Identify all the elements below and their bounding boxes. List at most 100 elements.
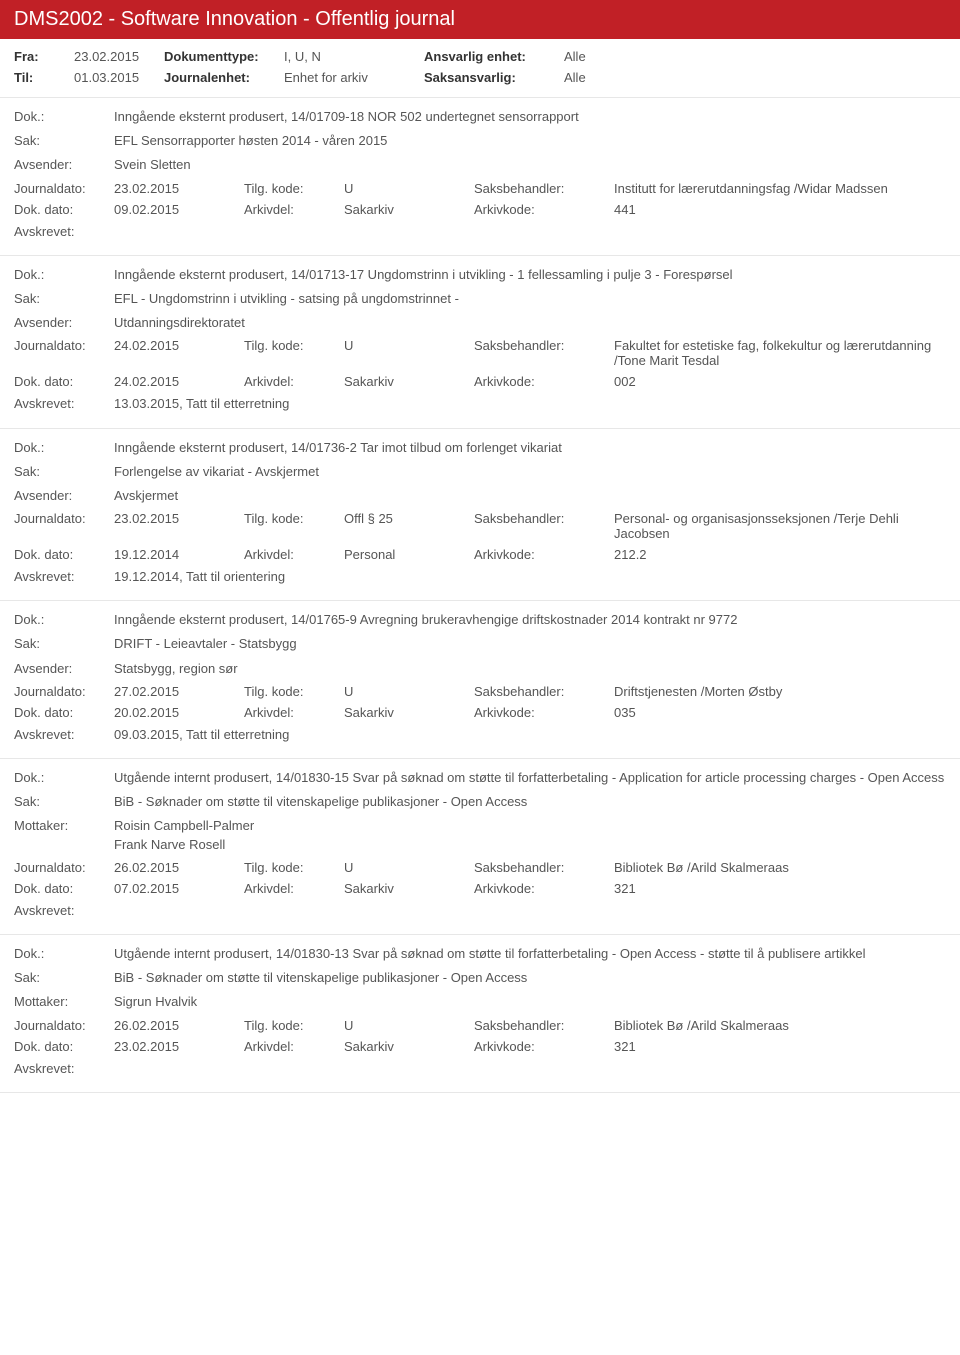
tilgkode-label: Tilg. kode: xyxy=(244,511,304,541)
journaldato-value: 27.02.2015 xyxy=(114,684,179,699)
avskrevet-label: Avskrevet: xyxy=(14,1060,114,1078)
avskrevet-value: 13.03.2015, Tatt til etterretning xyxy=(114,395,946,413)
arkivkode-label: Arkivkode: xyxy=(474,1039,535,1054)
avskrevet-value xyxy=(114,1060,946,1078)
arkivkode-label: Arkivkode: xyxy=(474,547,535,562)
party-value: Roisin Campbell-PalmerFrank Narve Rosell xyxy=(114,817,946,853)
saksansvarlig-label: Saksansvarlig: xyxy=(424,70,564,85)
saksbehandler-label: Saksbehandler: xyxy=(474,860,564,875)
saksbehandler-label: Saksbehandler: xyxy=(474,684,564,699)
avskrevet-value: 09.03.2015, Tatt til etterretning xyxy=(114,726,946,744)
dok-value: Inngående eksternt produsert, 14/01736-2… xyxy=(114,439,946,457)
sak-label: Sak: xyxy=(14,132,114,150)
arkivkode-value: 321 xyxy=(614,1039,636,1054)
arkivdel-value: Sakarkiv xyxy=(344,1039,394,1054)
arkivdel-label: Arkivdel: xyxy=(244,374,294,389)
party-value: Sigrun Hvalvik xyxy=(114,993,946,1011)
tilgkode-label: Tilg. kode: xyxy=(244,860,304,875)
dokdato-value: 09.02.2015 xyxy=(114,202,179,217)
tilgkode-value: U xyxy=(344,1018,353,1033)
entries-list: Dok.:Inngående eksternt produsert, 14/01… xyxy=(0,98,960,1093)
saksbehandler-label: Saksbehandler: xyxy=(474,511,564,541)
journaldato-value: 24.02.2015 xyxy=(114,338,179,368)
journal-entry: Dok.:Inngående eksternt produsert, 14/01… xyxy=(0,601,960,759)
arkivkode-label: Arkivkode: xyxy=(474,881,535,896)
arkivdel-label: Arkivdel: xyxy=(244,705,294,720)
arkivkode-value: 321 xyxy=(614,881,636,896)
saksbehandler-value: Fakultet for estetiske fag, folkekultur … xyxy=(614,338,946,368)
arkivdel-label: Arkivdel: xyxy=(244,1039,294,1054)
party-label: Avsender: xyxy=(14,487,114,505)
avskrevet-label: Avskrevet: xyxy=(14,568,114,586)
party-value: Utdanningsdirektoratet xyxy=(114,314,946,332)
party-label: Mottaker: xyxy=(14,993,114,1011)
journaldato-value: 23.02.2015 xyxy=(114,511,179,541)
journalenhet-label: Journalenhet: xyxy=(164,70,284,85)
arkivkode-value: 212.2 xyxy=(614,547,647,562)
saksbehandler-label: Saksbehandler: xyxy=(474,181,564,196)
sak-value: Forlengelse av vikariat - Avskjermet xyxy=(114,463,946,481)
saksbehandler-value: Bibliotek Bø /Arild Skalmeraas xyxy=(614,1018,789,1033)
sak-label: Sak: xyxy=(14,635,114,653)
dok-label: Dok.: xyxy=(14,611,114,629)
avskrevet-value: 19.12.2014, Tatt til orientering xyxy=(114,568,946,586)
journal-entry: Dok.:Inngående eksternt produsert, 14/01… xyxy=(0,429,960,602)
arkivkode-label: Arkivkode: xyxy=(474,705,535,720)
dokdato-label: Dok. dato: xyxy=(14,374,73,389)
journaldato-value: 23.02.2015 xyxy=(114,181,179,196)
ansvarlig-value: Alle xyxy=(564,49,586,64)
page-title: DMS2002 - Software Innovation - Offentli… xyxy=(0,0,960,39)
saksbehandler-label: Saksbehandler: xyxy=(474,1018,564,1033)
til-label: Til: xyxy=(14,70,74,85)
dok-value: Inngående eksternt produsert, 14/01709-1… xyxy=(114,108,946,126)
dok-value: Inngående eksternt produsert, 14/01765-9… xyxy=(114,611,946,629)
sak-value: BiB - Søknader om støtte til vitenskapel… xyxy=(114,793,946,811)
arkivdel-label: Arkivdel: xyxy=(244,202,294,217)
dok-value: Utgående internt produsert, 14/01830-15 … xyxy=(114,769,946,787)
arkivkode-value: 441 xyxy=(614,202,636,217)
filter-panel: Fra: 23.02.2015 Dokumenttype: I, U, N An… xyxy=(0,39,960,98)
dokdato-value: 24.02.2015 xyxy=(114,374,179,389)
arkivdel-value: Sakarkiv xyxy=(344,374,394,389)
journalenhet-value: Enhet for arkiv xyxy=(284,70,424,85)
arkivkode-label: Arkivkode: xyxy=(474,202,535,217)
ansvarlig-label: Ansvarlig enhet: xyxy=(424,49,564,64)
journaldato-label: Journaldato: xyxy=(14,181,86,196)
sak-label: Sak: xyxy=(14,793,114,811)
avskrevet-label: Avskrevet: xyxy=(14,726,114,744)
dokdato-label: Dok. dato: xyxy=(14,202,73,217)
fra-value: 23.02.2015 xyxy=(74,49,164,64)
dok-label: Dok.: xyxy=(14,266,114,284)
sak-label: Sak: xyxy=(14,463,114,481)
sak-label: Sak: xyxy=(14,969,114,987)
dokdato-label: Dok. dato: xyxy=(14,881,73,896)
arkivkode-value: 035 xyxy=(614,705,636,720)
party-value: Avskjermet xyxy=(114,487,946,505)
journaldato-label: Journaldato: xyxy=(14,684,86,699)
dokdato-value: 07.02.2015 xyxy=(114,881,179,896)
doktype-label: Dokumenttype: xyxy=(164,49,284,64)
journal-entry: Dok.:Inngående eksternt produsert, 14/01… xyxy=(0,256,960,429)
party-value: Statsbygg, region sør xyxy=(114,660,946,678)
dok-value: Utgående internt produsert, 14/01830-13 … xyxy=(114,945,946,963)
journal-entry: Dok.:Utgående internt produsert, 14/0183… xyxy=(0,935,960,1093)
dokdato-value: 23.02.2015 xyxy=(114,1039,179,1054)
tilgkode-value: U xyxy=(344,338,353,368)
tilgkode-label: Tilg. kode: xyxy=(244,684,304,699)
journaldato-value: 26.02.2015 xyxy=(114,1018,179,1033)
sak-label: Sak: xyxy=(14,290,114,308)
dokdato-label: Dok. dato: xyxy=(14,1039,73,1054)
tilgkode-value: U xyxy=(344,684,353,699)
dok-value: Inngående eksternt produsert, 14/01713-1… xyxy=(114,266,946,284)
dok-label: Dok.: xyxy=(14,769,114,787)
tilgkode-label: Tilg. kode: xyxy=(244,1018,304,1033)
arkivdel-value: Sakarkiv xyxy=(344,705,394,720)
avskrevet-label: Avskrevet: xyxy=(14,902,114,920)
saksbehandler-label: Saksbehandler: xyxy=(474,338,564,368)
fra-label: Fra: xyxy=(14,49,74,64)
dok-label: Dok.: xyxy=(14,108,114,126)
arkivkode-value: 002 xyxy=(614,374,636,389)
party-label: Avsender: xyxy=(14,660,114,678)
journal-entry: Dok.:Utgående internt produsert, 14/0183… xyxy=(0,759,960,935)
til-value: 01.03.2015 xyxy=(74,70,164,85)
